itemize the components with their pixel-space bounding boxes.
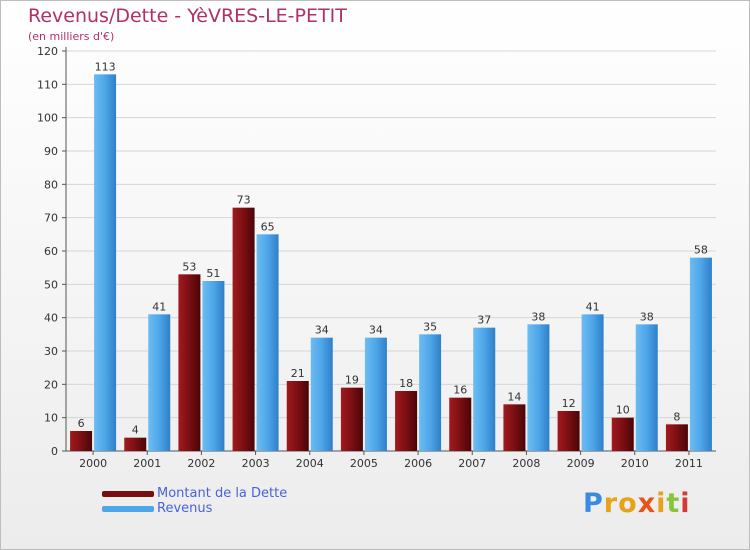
x-tick-label: 2005: [350, 457, 378, 470]
legend-swatch-revenus: [102, 505, 154, 512]
y-tick-label: 100: [37, 112, 58, 125]
bar-revenus: [148, 314, 171, 451]
data-label: 73: [237, 194, 251, 207]
y-tick-label: 50: [44, 278, 58, 291]
bar-revenus: [635, 324, 658, 451]
bar-revenus: [581, 314, 604, 451]
x-tick-label: 2003: [242, 457, 270, 470]
data-label: 21: [291, 367, 305, 380]
bar-dette: [449, 397, 472, 451]
logo-letter: t: [666, 488, 681, 519]
data-label: 38: [531, 310, 545, 323]
bar-revenus: [310, 337, 333, 451]
y-tick-label: 90: [44, 145, 58, 158]
data-label: 58: [694, 244, 708, 257]
data-label: 34: [369, 324, 383, 337]
x-tick-label: 2009: [567, 457, 595, 470]
x-tick-label: 2004: [296, 457, 324, 470]
legend-item-dette: Montant de la Dette: [102, 486, 287, 501]
data-label: 51: [206, 267, 220, 280]
legend-item-revenus: Revenus: [102, 501, 287, 516]
bar-revenus: [256, 234, 279, 451]
data-label: 35: [423, 320, 437, 333]
bar-dette: [395, 391, 418, 451]
proxiti-logo: Proxiti: [583, 488, 691, 519]
logo-letter: P: [583, 488, 604, 519]
data-label: 19: [345, 374, 359, 387]
bar-dette: [611, 417, 634, 451]
bar-revenus: [527, 324, 550, 451]
x-tick-label: 2006: [404, 457, 432, 470]
x-tick-label: 2001: [133, 457, 161, 470]
logo-letter: o: [618, 488, 638, 519]
data-label: 12: [562, 397, 576, 410]
bar-dette: [340, 387, 363, 451]
legend-label-dette: Montant de la Dette: [157, 486, 288, 501]
y-tick-label: 20: [44, 378, 58, 391]
data-label: 65: [261, 220, 275, 233]
bar-dette: [503, 404, 526, 451]
y-tick-label: 80: [44, 178, 58, 191]
y-tick-label: 10: [44, 412, 58, 425]
x-tick-label: 2011: [675, 457, 703, 470]
y-tick-label: 40: [44, 312, 58, 325]
x-tick-label: 2010: [621, 457, 649, 470]
data-label: 10: [616, 404, 630, 417]
logo-letter: x: [637, 488, 657, 519]
bar-dette: [286, 381, 309, 451]
data-label: 34: [315, 324, 329, 337]
logo-letter: i: [656, 488, 667, 519]
bar-revenus: [419, 334, 442, 451]
y-tick-label: 120: [37, 45, 58, 58]
legend-swatch-dette: [102, 490, 154, 497]
logo-letter: i: [680, 488, 691, 519]
data-label: 41: [586, 300, 600, 313]
data-label: 53: [182, 260, 196, 273]
bar-dette: [665, 424, 688, 451]
y-tick-label: 110: [37, 78, 58, 91]
data-label: 37: [477, 314, 491, 327]
data-label: 113: [95, 60, 116, 73]
data-label: 18: [399, 377, 413, 390]
bar-dette: [70, 431, 93, 451]
y-tick-label: 30: [44, 345, 58, 358]
data-label: 8: [673, 410, 680, 423]
bar-revenus: [202, 281, 225, 451]
data-label: 16: [453, 384, 467, 397]
y-tick-label: 60: [44, 245, 58, 258]
bar-dette: [232, 207, 255, 451]
data-label: 4: [132, 424, 139, 437]
x-tick-label: 2000: [79, 457, 107, 470]
y-tick-label: 70: [44, 212, 58, 225]
y-tick-label: 0: [51, 445, 58, 458]
x-tick-label: 2007: [458, 457, 486, 470]
chart-title: Revenus/Dette - YèVRES-LE-PETIT: [28, 5, 347, 27]
bar-revenus: [689, 257, 712, 451]
chart-legend: Montant de la Dette Revenus: [102, 486, 287, 516]
x-tick-label: 2002: [187, 457, 215, 470]
chart-subtitle: (en milliers d'€): [28, 30, 115, 43]
bar-revenus: [94, 74, 117, 451]
bar-revenus: [473, 327, 496, 451]
legend-label-revenus: Revenus: [157, 501, 213, 516]
data-label: 41: [152, 300, 166, 313]
bar-dette: [557, 411, 580, 451]
bar-dette: [124, 437, 147, 451]
logo-letter: r: [603, 488, 619, 519]
data-label: 38: [640, 310, 654, 323]
x-tick-label: 2008: [512, 457, 540, 470]
bar-revenus: [364, 337, 387, 451]
data-label: 14: [507, 390, 521, 403]
bar-dette: [178, 274, 201, 451]
data-label: 6: [78, 417, 85, 430]
